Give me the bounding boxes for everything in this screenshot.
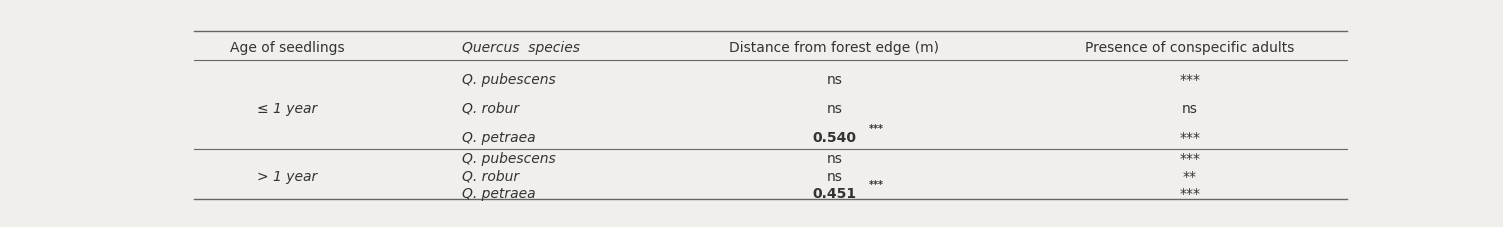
Text: ns: ns — [827, 101, 842, 116]
Text: Q. robur: Q. robur — [461, 170, 519, 184]
Text: Q. petraea: Q. petraea — [461, 131, 535, 145]
Text: ns: ns — [827, 73, 842, 87]
Text: ***: *** — [869, 124, 884, 134]
Text: Quercus  species: Quercus species — [461, 41, 580, 55]
Text: 0.540: 0.540 — [812, 131, 857, 145]
Text: ***: *** — [869, 180, 884, 190]
Text: ≤ 1 year: ≤ 1 year — [257, 101, 317, 116]
Text: ***: *** — [1180, 187, 1199, 201]
Text: ***: *** — [1180, 131, 1199, 145]
Text: Q. petraea: Q. petraea — [461, 187, 535, 201]
Text: ***: *** — [1180, 73, 1199, 87]
Text: Q. pubescens: Q. pubescens — [461, 73, 556, 87]
Text: Q. pubescens: Q. pubescens — [461, 152, 556, 166]
Text: Q. robur: Q. robur — [461, 101, 519, 116]
Text: Presence of conspecific adults: Presence of conspecific adults — [1085, 41, 1294, 55]
Text: **: ** — [1183, 170, 1196, 184]
Text: ns: ns — [827, 152, 842, 166]
Text: Distance from forest edge (m): Distance from forest edge (m) — [729, 41, 939, 55]
Text: > 1 year: > 1 year — [257, 170, 317, 184]
Text: 0.451: 0.451 — [812, 187, 857, 201]
Text: Age of seedlings: Age of seedlings — [230, 41, 344, 55]
Text: ns: ns — [1181, 101, 1198, 116]
Text: ***: *** — [1180, 152, 1199, 166]
Text: ns: ns — [827, 170, 842, 184]
